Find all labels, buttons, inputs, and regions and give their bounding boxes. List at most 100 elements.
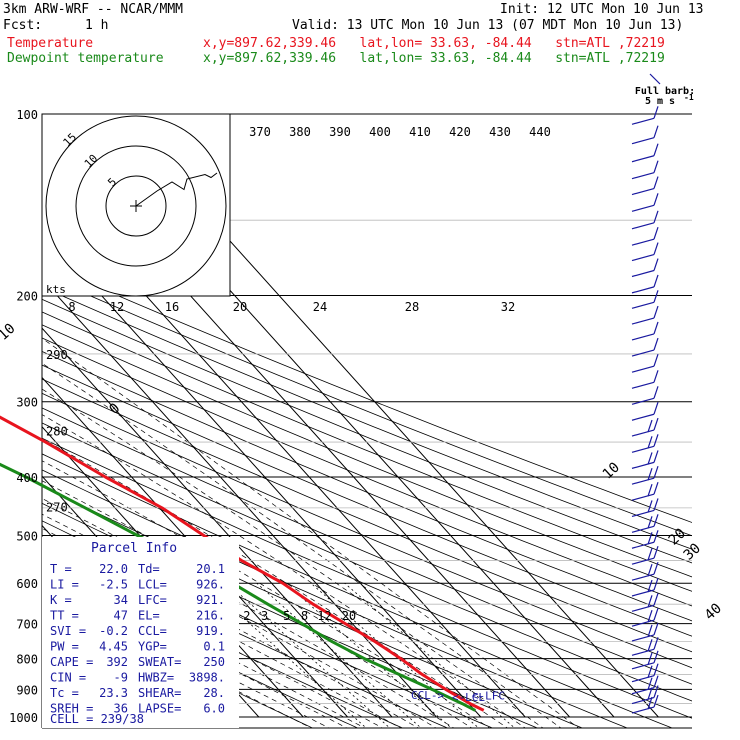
init-time: Init: 12 UTC Mon 10 Jun 13 bbox=[500, 2, 704, 17]
parcel-label: LI = bbox=[50, 578, 79, 592]
wind-barb-flag bbox=[647, 419, 653, 433]
wind-barb-flag bbox=[653, 482, 659, 495]
wind-barb-shaft bbox=[631, 557, 655, 565]
dry-adiabat-line bbox=[42, 298, 692, 564]
parcel-row: Tc = 23.3 SHEAR= 28. bbox=[50, 686, 225, 700]
wind-barb-flag bbox=[653, 143, 659, 156]
dry-adiabat-line bbox=[42, 575, 359, 728]
mixing-ratio-label: 3 bbox=[261, 609, 268, 623]
parcel-value: 28. bbox=[203, 686, 225, 700]
pressure-label: 200 bbox=[16, 290, 38, 304]
pressure-label: 1000 bbox=[9, 711, 38, 725]
wind-barb-flag bbox=[647, 696, 653, 710]
wind-barb-flag bbox=[647, 500, 653, 513]
dry-adiabat-line bbox=[42, 337, 692, 607]
mixing-ratio-line bbox=[310, 582, 480, 728]
wind-barb-shaft bbox=[631, 269, 655, 278]
parcel-value: -0.2 bbox=[99, 624, 128, 638]
theta-label: 440 bbox=[529, 125, 551, 139]
wind-barb-flag bbox=[653, 274, 659, 288]
hodograph-ring bbox=[45, 115, 227, 296]
dry-adiabat-line bbox=[42, 364, 692, 637]
wind-legend: Full barb:5 m s -1 bbox=[635, 73, 695, 107]
wind-barb bbox=[631, 160, 659, 180]
wind-barb-shaft bbox=[631, 573, 655, 581]
wind-barb bbox=[631, 561, 659, 581]
pressure-label: 600 bbox=[16, 577, 38, 591]
wind-barb-flag bbox=[647, 595, 653, 608]
wind-barb-flag bbox=[647, 624, 653, 638]
diagram-labels: 1002003004005006007008009001000-80-70-60… bbox=[0, 108, 725, 725]
isotherm-line bbox=[42, 327, 393, 718]
wind-barb-shaft bbox=[631, 155, 655, 163]
parcel-value: 921. bbox=[196, 593, 225, 607]
parcel-row: PW = 4.45 YGP= 0.1 bbox=[50, 640, 225, 654]
wind-barb-flag bbox=[653, 210, 659, 223]
parcel-value: -2.5 bbox=[99, 578, 128, 592]
dewpoint-curve bbox=[0, 462, 476, 712]
wind-barb-shaft bbox=[631, 429, 655, 437]
level-marker: <-LFC bbox=[472, 689, 505, 702]
parcel-label: EL= bbox=[138, 609, 160, 623]
level-marker: CCL-> bbox=[411, 689, 444, 702]
wind-barb-shaft bbox=[631, 137, 655, 145]
moist-adiabat-line bbox=[42, 414, 526, 728]
parcel-value: 919. bbox=[196, 624, 225, 638]
theta-label: 430 bbox=[489, 125, 511, 139]
parcel-value: 23.3 bbox=[99, 686, 128, 700]
wind-barb-flag bbox=[647, 436, 653, 449]
wind-barb bbox=[631, 685, 659, 705]
wind-barb bbox=[631, 353, 659, 373]
hodograph-rings bbox=[45, 115, 227, 296]
parcel-info-box: Parcel Info T = 22.0 Td= 20.1 LI = -2.5 LCL= 926… bbox=[42, 537, 239, 728]
wind-barb-flag bbox=[653, 593, 659, 606]
wind-barb-flag bbox=[653, 321, 659, 335]
wind-barb-flag bbox=[653, 498, 659, 511]
wind-barb-shaft bbox=[631, 222, 655, 230]
wind-barb-shaft bbox=[631, 687, 655, 695]
hodograph-ring bbox=[75, 145, 197, 267]
wind-barb bbox=[631, 176, 659, 196]
pressure-label: 900 bbox=[16, 683, 38, 697]
parcel-value: 4.45 bbox=[99, 640, 128, 654]
valid-time: Valid: 13 UTC Mon 10 Jun 13 (07 MDT Mon … bbox=[292, 18, 684, 33]
wind-barb-shaft bbox=[631, 675, 655, 683]
wind-barb-flag bbox=[647, 452, 653, 465]
wind-barb-flag bbox=[653, 160, 659, 173]
parcel-row: CAPE = 392 SWEAT= 250 bbox=[50, 655, 225, 669]
temperature-legend-label: Temperature bbox=[7, 36, 94, 51]
wind-barb-flag bbox=[653, 675, 659, 688]
parcel-box-bg bbox=[42, 537, 239, 728]
dry-adiabat-line bbox=[42, 274, 692, 537]
parcel-row: TT = 47 EL= 216. bbox=[50, 609, 225, 623]
wind-barb bbox=[631, 577, 659, 597]
sounding-curves bbox=[0, 415, 485, 712]
theta-e-label: 16 bbox=[165, 300, 179, 314]
wind-barb-shaft bbox=[631, 589, 655, 597]
wind-barb-flag bbox=[653, 176, 659, 189]
wind-barb-flag bbox=[647, 639, 653, 652]
wind-legend-value: 5 m s bbox=[645, 96, 675, 107]
wind-barb bbox=[631, 450, 659, 469]
wind-barb-flag bbox=[647, 484, 653, 497]
wind-barb bbox=[631, 434, 659, 453]
wind-barb-shaft bbox=[631, 238, 655, 246]
dewpoint-location: x,y=897.62,339.46 lat,lon= 33.63, -84.44… bbox=[203, 51, 665, 66]
wind-barb bbox=[631, 305, 659, 325]
wind-barb-shaft bbox=[631, 525, 655, 533]
moist-adiabat-line bbox=[42, 337, 580, 728]
wind-barb-flag bbox=[653, 417, 659, 431]
wind-barb-flag bbox=[653, 305, 659, 319]
hodograph-ring bbox=[105, 175, 167, 237]
wind-barb-flag bbox=[653, 402, 659, 415]
wind-barb bbox=[631, 417, 659, 437]
wind-barb-flag bbox=[653, 226, 659, 240]
wind-barb bbox=[631, 402, 659, 421]
forecast-hour: 1 h bbox=[85, 18, 109, 33]
wind-barb-shaft bbox=[631, 662, 655, 670]
pressure-label: 700 bbox=[16, 618, 38, 632]
wind-barb-flag bbox=[647, 467, 653, 481]
wind-barb-flag bbox=[647, 610, 653, 623]
isotherm-label: -10 bbox=[0, 321, 19, 350]
